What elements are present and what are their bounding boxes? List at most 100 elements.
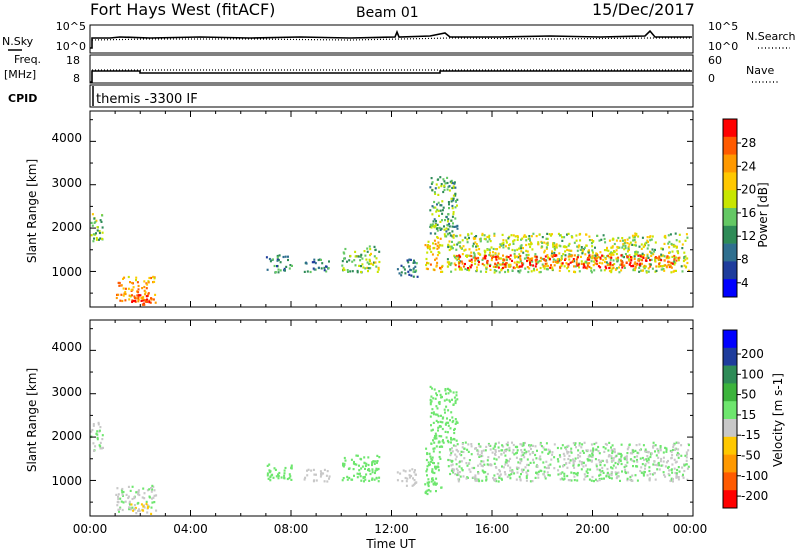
scatter-cell <box>367 463 370 467</box>
scatter-cell <box>551 453 554 456</box>
scatter-cell <box>459 255 462 258</box>
scatter-cell <box>582 461 585 465</box>
scatter-cell <box>92 423 95 426</box>
scatter-cell <box>497 456 500 459</box>
scatter-cell <box>673 257 676 260</box>
scatter-cell <box>118 507 121 510</box>
scatter-cell <box>586 468 589 471</box>
scatter-cell <box>616 267 618 270</box>
scatter-cell <box>448 232 451 235</box>
scatter-cell <box>449 449 452 452</box>
scatter-cell <box>667 234 670 237</box>
scatter-cell <box>511 441 513 444</box>
scatter-cell <box>534 253 537 256</box>
scatter-cell <box>411 468 414 471</box>
scatter-cell <box>563 472 566 475</box>
scatter-cell <box>631 452 634 455</box>
scatter-cell <box>557 232 560 235</box>
scatter-cell <box>558 465 561 468</box>
scatter-cell <box>154 301 157 304</box>
scatter-cell <box>431 428 434 431</box>
scatter-cell <box>642 444 645 447</box>
scatter-cell <box>462 475 465 478</box>
colorbar-tick-label: 20 <box>741 183 756 197</box>
scatter-cell <box>151 501 154 504</box>
scatter-cell <box>135 491 138 494</box>
scatter-cell <box>481 479 484 482</box>
scatter-cell <box>504 463 507 466</box>
scatter-cell <box>283 267 286 270</box>
scatter-cell <box>611 245 614 248</box>
scatter-cell <box>433 268 436 272</box>
scatter-cell <box>663 269 666 272</box>
scatter-cell <box>560 259 562 262</box>
scatter-cell <box>603 269 606 272</box>
scatter-cell <box>586 264 589 267</box>
scatter-cell <box>629 241 632 244</box>
scatter-cell <box>402 469 405 472</box>
scatter-cell <box>595 252 598 255</box>
scatter-cell <box>598 452 601 455</box>
scatter-cell <box>506 461 508 464</box>
scatter-cell <box>452 234 455 237</box>
scatter-cell <box>552 254 555 257</box>
scatter-cell <box>668 246 671 249</box>
scatter-cell <box>623 242 626 245</box>
scatter-cell <box>478 248 481 251</box>
scatter-cell <box>346 475 349 478</box>
scatter-cell <box>509 258 512 261</box>
scatter-cell <box>129 506 132 509</box>
scatter-cell <box>513 249 516 252</box>
scatter-cell <box>137 493 140 496</box>
scatter-cell <box>150 487 152 490</box>
scatter-cell <box>431 456 434 459</box>
colorbar-segment <box>723 154 737 173</box>
scatter-cell <box>92 424 95 427</box>
scatter-cell <box>442 439 444 442</box>
scatter-cell <box>472 251 475 254</box>
scatter-cell <box>590 269 593 272</box>
scatter-cell <box>408 273 411 276</box>
scatter-cell <box>454 458 457 461</box>
scatter-cell <box>522 442 525 445</box>
scatter-cell <box>120 284 123 287</box>
scatter-cell <box>454 401 457 404</box>
scatter-cell <box>366 247 369 250</box>
xtick-label-2: 08:00 <box>274 522 309 536</box>
scatter-cell <box>101 237 104 240</box>
scatter-cell <box>501 444 504 447</box>
scatter-cell <box>566 445 569 448</box>
scatter-cell <box>457 478 460 481</box>
scatter-cell <box>540 445 543 448</box>
scatter-cell <box>451 447 453 450</box>
scatter-cell <box>617 236 620 240</box>
scatter-cell <box>434 483 437 486</box>
scatter-cell <box>307 468 310 471</box>
scatter-cell <box>667 242 670 245</box>
scatter-cell <box>655 256 658 259</box>
scatter-cell <box>592 264 595 267</box>
scatter-cell <box>608 473 611 476</box>
scatter-cell <box>647 256 650 259</box>
scatter-cell <box>444 430 447 433</box>
scatter-cell <box>675 441 678 444</box>
scatter-cell <box>670 450 673 454</box>
scatter-cell <box>435 210 438 213</box>
scatter-cell <box>524 267 527 270</box>
scatter-cell <box>144 291 147 294</box>
colorbar-segment <box>723 472 737 491</box>
scatter-cell <box>530 257 533 261</box>
scatter-cell <box>558 252 561 255</box>
scatter-cell <box>447 245 450 249</box>
nsearch-tick-bottom: 10^0 <box>708 40 738 53</box>
scatter-cell <box>682 473 684 476</box>
scatter-cell <box>519 443 522 446</box>
scatter-cell <box>489 254 492 257</box>
scatter-cell <box>567 263 570 266</box>
scatter-cell <box>662 460 665 463</box>
scatter-cell <box>525 239 528 242</box>
scatter-cell <box>473 254 476 258</box>
scatter-cell <box>657 265 660 268</box>
scatter-cell <box>425 470 428 473</box>
scatter-cell <box>537 476 540 479</box>
